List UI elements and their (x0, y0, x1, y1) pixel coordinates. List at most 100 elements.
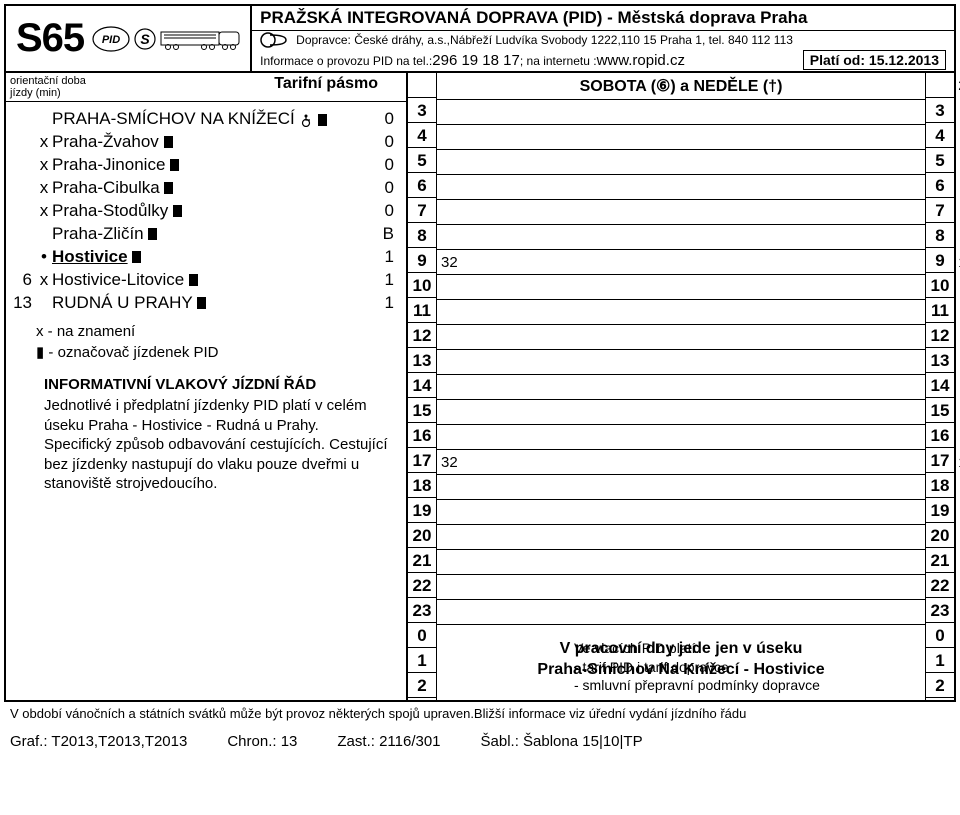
stop-row: xPraha-Žvahov 0 (6, 131, 406, 154)
info-mid: ; na internetu : (520, 54, 597, 68)
header-right: PRAŽSKÁ INTEGROVANÁ DOPRAVA (PID) - Měst… (252, 6, 954, 71)
hour-cell: 14 (926, 373, 954, 398)
hour-cell: 18 (926, 473, 954, 498)
cd-logo-icon (260, 32, 290, 48)
travel-time-label: orientační doba jízdy (min) (10, 75, 86, 99)
minute-cell (437, 275, 925, 300)
hour-cell: 17 (926, 448, 954, 473)
info-row: Informace o provozu PID na tel.: 296 19 … (252, 49, 954, 71)
minute-cell (437, 100, 925, 125)
info-tel: 296 19 18 17 (432, 52, 520, 69)
stop-row: •Hostivice 1 (6, 246, 406, 269)
hour-cell: 0 (926, 623, 954, 648)
timetable-column: 34567891011121314151617181920212223012 S… (406, 73, 954, 700)
hour-cell: 21 (926, 548, 954, 573)
title-row: PRAŽSKÁ INTEGROVANÁ DOPRAVA (PID) - Měst… (252, 6, 954, 31)
hour-cell: 12 (408, 323, 436, 348)
hour-cell: 4 (926, 123, 954, 148)
minute-cell: 32 (437, 250, 925, 275)
pid-note: Ve vlacích PID platí:- tarif PID i tarif… (566, 633, 828, 696)
minute-cell (437, 125, 925, 150)
legend-row: x - na znamení (36, 322, 406, 342)
hours-right: 34567891011121314151617181920212223012 (926, 73, 954, 700)
validator-icon (164, 136, 173, 148)
hour-cell: 19 (926, 498, 954, 523)
legend-row: ▮ - označovač jízdenek PID (36, 343, 406, 363)
valid-from: Platí od: 15.12.2013 (803, 50, 946, 70)
minute-cell (437, 475, 925, 500)
line-number: S65 (16, 16, 84, 61)
minute-cell (437, 350, 925, 375)
hour-cell: 5 (408, 148, 436, 173)
hour-cell: 10 (408, 273, 436, 298)
stops-list: PRAHA-SMÍCHOV NA KNÍŽECÍ 0xPraha-Žvahov … (6, 102, 406, 320)
hour-cell: 11 (408, 298, 436, 323)
validator-icon (148, 228, 157, 240)
minute-cell (437, 375, 925, 400)
minute-cell (437, 525, 925, 550)
hour-cell: 12 (926, 323, 954, 348)
hour-cell: 23 (926, 598, 954, 623)
logo-group: PID S (92, 26, 240, 52)
hour-cell: 10 (926, 273, 954, 298)
minute-cell (437, 550, 925, 575)
stop-row: xPraha-Stodůlky 0 (6, 200, 406, 223)
hour-cell: 1 (926, 648, 954, 673)
hour-cell: 5 (926, 148, 954, 173)
s-logo-icon: S (134, 28, 156, 50)
info-lines: Jednotlivé i předplatní jízdenky PID pla… (44, 396, 396, 494)
hour-cell: 1 (408, 648, 436, 673)
info-web: www.ropid.cz (597, 52, 685, 69)
timetable-page: S65 PID S PRAŽSKÁ INTEGROVANÁ DOPRAVA (P… (0, 0, 960, 758)
footer-note: V období vánočních a státních svátků můž… (4, 702, 956, 725)
validator-icon (318, 114, 327, 126)
hour-cell: 22 (926, 573, 954, 598)
header-left: S65 PID S (6, 6, 252, 71)
stop-row: Praha-Zličín B (6, 223, 406, 246)
hour-cell: 3 (408, 98, 436, 123)
header: S65 PID S PRAŽSKÁ INTEGROVANÁ DOPRAVA (P… (4, 4, 956, 73)
hour-cell: 11 (926, 298, 954, 323)
hour-cell: 23 (408, 598, 436, 623)
system-title: PRAŽSKÁ INTEGROVANÁ DOPRAVA (PID) - Měst… (252, 6, 815, 30)
minute-cell: 32 (437, 450, 925, 475)
hour-cell: 4 (408, 123, 436, 148)
hour-cell: 22 (408, 573, 436, 598)
validator-icon (170, 159, 179, 171)
stop-row: 13RUDNÁ U PRAHY 1 (6, 292, 406, 315)
stop-row: xPraha-Jinonice 0 (6, 154, 406, 177)
hour-cell: 6 (408, 173, 436, 198)
hour-cell: 0 (408, 623, 436, 648)
minute-cell (437, 425, 925, 450)
minutes-column: SOBOTA (⑥) a NEDĚLE (†) 3232V pracovní d… (436, 73, 926, 700)
hour-cell: 14 (408, 373, 436, 398)
minute-cell (437, 225, 925, 250)
day-header: SOBOTA (⑥) a NEDĚLE (†) (437, 73, 925, 100)
hour-cell: 9 (926, 248, 954, 273)
hour-cell: 7 (408, 198, 436, 223)
minute-cell (437, 500, 925, 525)
validator-icon (189, 274, 198, 286)
footer-meta: Graf.: T2013,T2013,T2013 Chron.: 13 Zast… (4, 725, 956, 754)
hour-cell: 8 (408, 223, 436, 248)
hour-cell: 20 (926, 523, 954, 548)
hour-cell: 3 (926, 98, 954, 123)
info-prefix: Informace o provozu PID na tel.: (260, 54, 432, 68)
validator-icon (197, 297, 206, 309)
info-block: INFORMATIVNÍ VLAKOVÝ JÍZDNÍ ŘÁD Jednotli… (6, 373, 406, 504)
stops-column: orientační doba jízdy (min) Tarifní pásm… (6, 73, 406, 700)
svg-text:S: S (141, 31, 151, 47)
hour-cell: 16 (926, 423, 954, 448)
train-icon (160, 26, 240, 52)
body: orientační doba jízdy (min) Tarifní pásm… (4, 73, 956, 702)
minute-cell (437, 575, 925, 600)
carrier-row: Dopravce: České dráhy, a.s.,Nábřeží Ludv… (252, 31, 954, 49)
legend: x - na znamení▮ - označovač jízdenek PID (6, 320, 406, 373)
hour-cell: 13 (926, 348, 954, 373)
validator-icon (173, 205, 182, 217)
info-title: INFORMATIVNÍ VLAKOVÝ JÍZDNÍ ŘÁD (44, 375, 396, 395)
hour-cell: 18 (408, 473, 436, 498)
minute-cell (437, 325, 925, 350)
stops-header: orientační doba jízdy (min) Tarifní pásm… (6, 73, 406, 102)
hour-cell: 2 (408, 673, 436, 698)
